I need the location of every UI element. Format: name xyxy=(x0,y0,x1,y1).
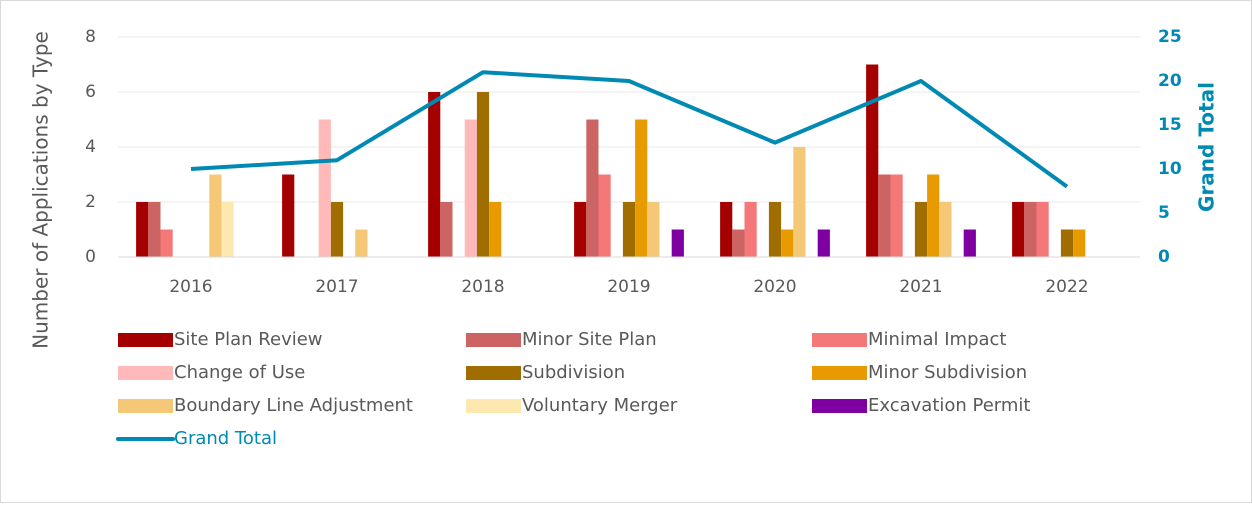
legend-swatch xyxy=(466,333,521,347)
bar xyxy=(355,229,368,257)
legend-swatch xyxy=(812,399,867,413)
bar xyxy=(330,202,344,257)
y-tick-label: 0 xyxy=(85,247,96,267)
legend-label: Voluntary Merger xyxy=(522,395,678,416)
y-tick-label: 6 xyxy=(85,82,96,102)
legend-swatch xyxy=(118,399,173,413)
bar xyxy=(927,174,940,257)
x-tick-label: 2020 xyxy=(753,277,796,297)
bar xyxy=(428,92,441,257)
legend-label: Boundary Line Adjustment xyxy=(174,395,413,416)
legend-label: Site Plan Review xyxy=(174,329,323,350)
bar xyxy=(720,202,733,257)
legend-label: Minimal Impact xyxy=(868,329,1006,350)
y-axis-title: Number of Applications by Type xyxy=(29,31,53,349)
legend-swatch xyxy=(812,366,867,380)
x-tick-label: 2017 xyxy=(315,277,358,297)
y2-tick-label: 5 xyxy=(1158,203,1170,223)
y2-tick-label: 20 xyxy=(1158,71,1182,91)
legend-swatch xyxy=(118,333,173,347)
bar xyxy=(793,147,806,257)
legend-swatch xyxy=(118,366,173,380)
y2-axis-title: Grand Total xyxy=(1195,82,1219,212)
bar xyxy=(781,229,794,257)
bar xyxy=(282,174,295,257)
bar xyxy=(1024,202,1037,257)
bar xyxy=(1073,229,1086,257)
x-tick-label: 2021 xyxy=(899,277,942,297)
bar xyxy=(622,202,636,257)
bar xyxy=(671,229,684,257)
y2-tick-label: 0 xyxy=(1158,247,1170,267)
y2-tick-label: 15 xyxy=(1158,115,1182,135)
bar xyxy=(148,202,161,257)
bar xyxy=(209,174,222,257)
bar xyxy=(768,202,782,257)
bar xyxy=(647,202,660,257)
legend-label: Subdivision xyxy=(522,362,625,383)
legend-label: Minor Site Plan xyxy=(522,329,657,350)
bar xyxy=(963,229,976,257)
y-tick-label: 2 xyxy=(85,192,96,212)
legend-label: Grand Total xyxy=(174,428,277,449)
legend-swatch xyxy=(466,366,521,380)
x-tick-label: 2019 xyxy=(607,277,650,297)
x-tick-label: 2016 xyxy=(169,277,212,297)
bar xyxy=(574,202,587,257)
bar xyxy=(318,119,331,257)
bar xyxy=(598,174,611,257)
bar xyxy=(890,174,903,257)
bar xyxy=(440,202,453,257)
bar xyxy=(489,202,502,257)
bar xyxy=(939,202,952,257)
bar xyxy=(732,229,745,257)
bar xyxy=(635,119,648,257)
y-tick-label: 8 xyxy=(85,27,96,47)
legend-label: Change of Use xyxy=(174,362,305,383)
bar xyxy=(136,202,149,257)
bar xyxy=(744,202,757,257)
bar xyxy=(878,174,891,257)
x-tick-label: 2018 xyxy=(461,277,504,297)
bar xyxy=(464,119,477,257)
y2-tick-label: 25 xyxy=(1158,27,1182,47)
y-tick-label: 4 xyxy=(85,137,96,157)
y2-tick-label: 10 xyxy=(1158,159,1182,179)
legend-label: Minor Subdivision xyxy=(868,362,1027,383)
legend-swatch xyxy=(466,399,521,413)
legend-swatch xyxy=(812,333,867,347)
line-series xyxy=(190,70,1069,189)
bar xyxy=(476,92,490,257)
bar xyxy=(160,229,173,257)
bar xyxy=(1060,229,1074,257)
bar xyxy=(1036,202,1049,257)
bar xyxy=(817,229,830,257)
bar xyxy=(1012,202,1025,257)
bar xyxy=(866,64,879,257)
bar xyxy=(221,202,234,257)
bar xyxy=(586,119,599,257)
x-tick-label: 2022 xyxy=(1045,277,1088,297)
legend-label: Excavation Permit xyxy=(868,395,1030,416)
bar xyxy=(914,202,928,257)
